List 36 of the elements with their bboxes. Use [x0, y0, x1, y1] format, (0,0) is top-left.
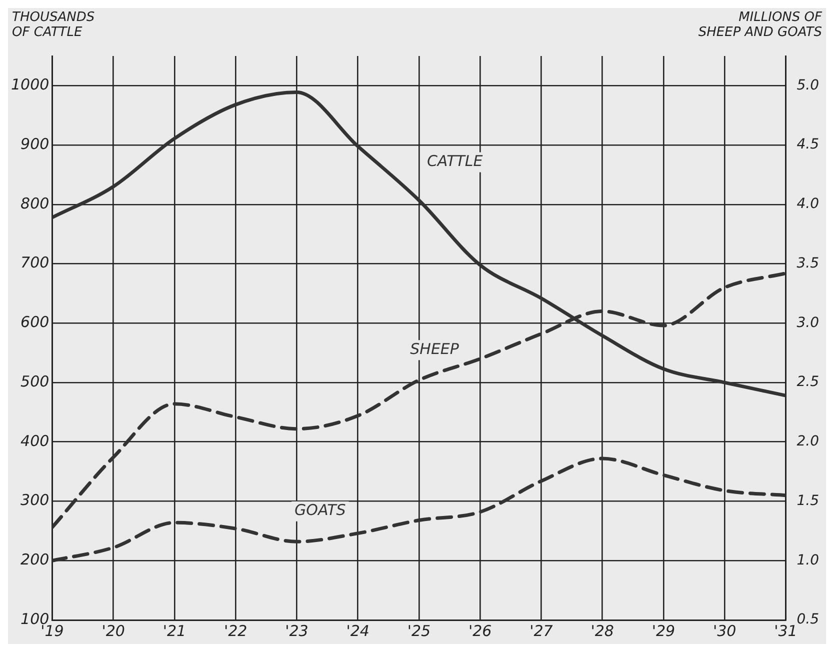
y2-tick-label: 3.0	[796, 314, 820, 331]
x-tick-label: '21	[162, 622, 186, 640]
y-tick-label: 200	[20, 550, 50, 569]
y-tick-label: 1000	[10, 76, 50, 94]
y-tick-label: 900	[20, 134, 50, 153]
y2-tick-label: 1.0	[796, 552, 820, 568]
x-tick-label: '23	[285, 622, 308, 640]
y-tick-label: 500	[20, 372, 50, 390]
y2-tick-label: 3.5	[796, 255, 820, 272]
series-label: GOATS	[294, 501, 346, 520]
y2-tick-label: 4.0	[796, 196, 820, 212]
y2-tick-label: 0.5	[796, 612, 820, 628]
y-tick-label: 300	[20, 491, 50, 510]
y2-tick-label: 4.5	[796, 136, 820, 153]
series-label: CATTLE	[426, 152, 484, 170]
x-tick-label: '30	[712, 622, 736, 640]
x-tick-label: '20	[102, 622, 125, 640]
y-axis-title: THOUSANDS OF CATTLE	[12, 10, 95, 42]
y2-tick-label: 2.5	[796, 374, 820, 390]
x-tick-label: '22	[224, 622, 248, 640]
x-tick-label: '26	[468, 622, 492, 640]
x-tick-label: '29	[652, 622, 676, 640]
x-tick-label: '24	[346, 622, 370, 640]
y-tick-label: 700	[20, 254, 50, 272]
y-tick-label: 400	[20, 432, 50, 450]
x-tick-label: '28	[590, 622, 614, 640]
x-tick-label: '27	[530, 622, 554, 640]
y2-axis-title: MILLIONS OF SHEEP AND GOATS	[698, 10, 822, 42]
y-tick-label: 800	[20, 194, 50, 212]
y-tick-label: 600	[20, 313, 50, 332]
x-tick-label: '31	[774, 622, 798, 640]
y2-tick-label: 5.0	[796, 77, 820, 94]
series-label: SHEEP	[410, 340, 460, 358]
y2-tick-label: 1.5	[796, 492, 820, 509]
x-tick-label: '25	[407, 622, 431, 640]
y2-tick-label: 2.0	[796, 434, 820, 450]
